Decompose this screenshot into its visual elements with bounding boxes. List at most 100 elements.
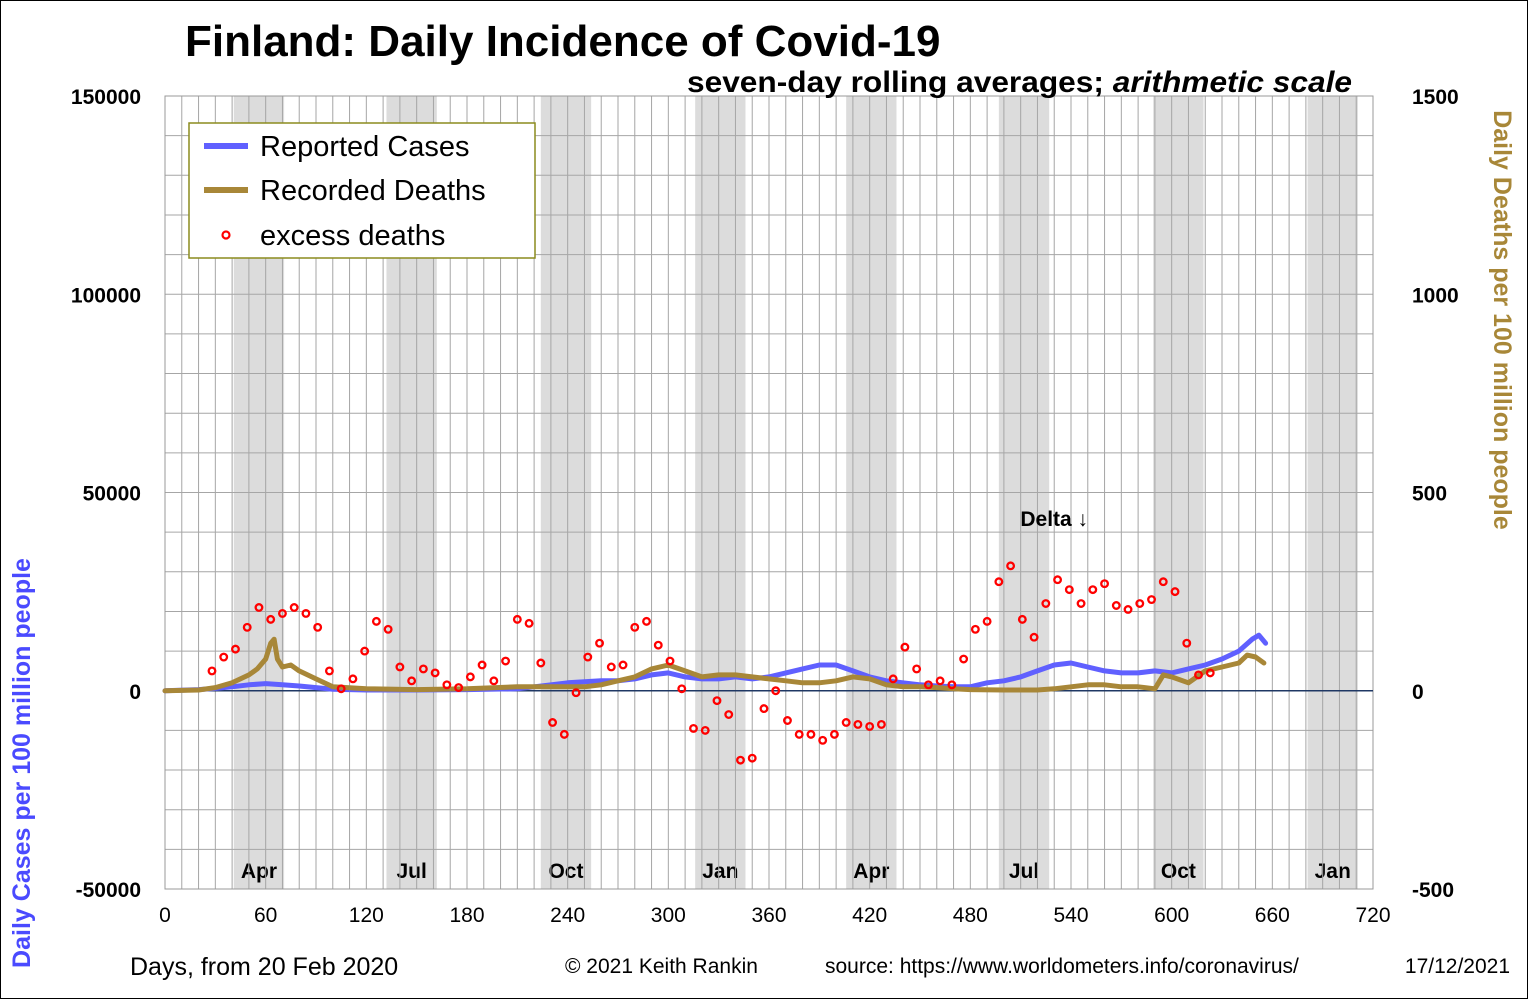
x-tick-label: 480 [953,904,988,927]
excess-death-point [747,753,757,763]
excess-death-point [1053,575,1063,585]
excess-death-point [818,735,828,745]
excess-death-point [266,614,276,624]
subtitle-main: seven-day rolling averages; [687,66,1113,99]
excess-death-point [1006,561,1016,571]
excess-death-point [207,666,217,676]
excess-death-point [583,652,593,662]
excess-death-point [700,725,710,735]
excess-death-point [1205,668,1215,678]
excess-death-point [348,674,358,684]
excess-death-point [853,720,863,729]
excess-death-point [912,664,922,674]
excess-death-point [559,729,569,739]
excess-death-point [642,616,651,626]
y-left-tick-label: 150000 [71,86,141,109]
excess-death-point [289,603,299,612]
excess-death-point [360,646,370,656]
excess-death-point [935,676,945,686]
x-tick-label: 720 [1355,904,1390,927]
excess-death-point [219,652,229,662]
x-axis-label: Days, from 20 Feb 2020 [130,953,398,981]
x-tick-label: 300 [651,904,686,927]
excess-death-point [418,664,428,674]
recorded-deaths-line [162,636,1267,694]
excess-death-point [900,642,910,652]
excess-death-point [454,683,464,693]
legend-swatch-excess [221,230,231,240]
excess-death-point [630,622,640,632]
excess-death-point [959,654,969,664]
legend-label-deaths: Recorded Deaths [260,175,486,207]
y-left-tick-label: 50000 [83,483,141,506]
x-tick-label: 360 [751,904,786,927]
excess-death-point [1182,638,1192,648]
excess-death-point [1029,632,1039,642]
y-right-tick-label: 1000 [1412,284,1459,307]
excess-death-point [759,704,769,714]
excess-death-point [301,608,311,618]
y-axis-right-label: Daily Deaths per 100 million people [1488,110,1516,530]
x-tick-label: 120 [349,904,384,927]
excess-death-point [771,686,781,696]
excess-death-point [242,622,252,632]
excess-death-point [829,729,839,739]
chart-title: Finland: Daily Incidence of Covid-19 [185,17,940,66]
y-left-tick-label: 0 [129,681,141,704]
subtitle-italic: arithmetic scale [1113,66,1352,99]
excess-death-point [947,680,957,690]
excess-death-point [1064,585,1074,595]
x-tick-label: 240 [550,904,585,927]
excess-death-point [254,603,264,612]
plot-area-border [164,95,1374,890]
excess-death-point [888,674,898,684]
excess-death-point [841,718,851,727]
excess-death-point [1194,670,1203,680]
excess-death-point [606,662,616,672]
excess-death-point [524,618,534,628]
excess-death-point [477,660,487,670]
excess-death-point [548,718,558,727]
legend-label-cases: Reported Cases [260,131,470,163]
month-label-4: Apr [853,860,889,883]
excess-death-point [876,720,886,729]
footer-copyright: © 2021 Keith Rankin [565,955,758,978]
excess-death-point [336,684,346,694]
excess-death-point [277,608,287,618]
chart-subtitle: seven-day rolling averages; arithmetic s… [687,66,1352,99]
excess-death-point [407,676,417,686]
excess-death-point [982,616,992,626]
excess-death-point [665,656,675,666]
excess-death-point [865,721,875,731]
excess-death-point [1170,587,1180,597]
excess-death-point [324,666,334,676]
excess-death-point [595,638,604,648]
y-right-tick-label: 0 [1412,681,1424,704]
excess-death-point [571,688,581,698]
excess-death-point [970,624,980,634]
excess-death-point [806,729,816,739]
excess-death-point [1076,599,1086,608]
excess-death-point [512,614,522,624]
excess-death-point [618,660,628,670]
y-right-tick-label: -500 [1412,879,1454,902]
legend: Reported Cases Recorded Deaths excess de… [188,122,536,259]
excess-death-point [712,696,722,706]
series-layer [162,561,1269,765]
y-axis-left-label: Daily Cases per 100 million people [8,558,36,968]
month-label-1: Jul [396,860,426,883]
x-tick-label: 60 [254,904,277,927]
excess-death-point [371,616,381,626]
excess-death-point [1017,614,1027,624]
excess-death-point [536,658,546,668]
month-label-5: Jul [1009,860,1039,883]
y-left-tick-label: -50000 [76,879,141,902]
tick-labels: 0 60 120 180 240 300 360 420 480 540 600 660 720 -500… [71,86,1459,927]
excess-death-point [430,668,440,678]
x-tick-label: 420 [852,904,887,927]
x-tick-label: 0 [159,904,171,927]
excess-death-point [1111,601,1121,610]
excess-death-point [442,680,452,690]
excess-death-point [231,644,240,654]
